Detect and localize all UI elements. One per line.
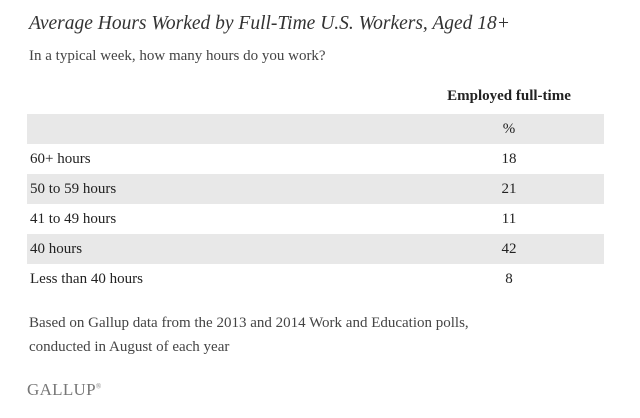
row-value: 42 <box>501 241 517 257</box>
footnote: Based on Gallup data from the 2013 and 2… <box>29 315 469 331</box>
column-header: Employed full-time <box>447 88 571 104</box>
row-value: 8 <box>505 271 513 287</box>
subtitle: In a typical week, how many hours do you… <box>29 48 326 64</box>
row-label: 60+ hours <box>30 151 91 167</box>
table-row: 41 to 49 hours 11 <box>27 204 604 234</box>
row-value: 18 <box>501 151 517 167</box>
table-row: Less than 40 hours 8 <box>27 264 604 294</box>
row-label: Less than 40 hours <box>30 271 143 287</box>
logo-mark: ® <box>95 382 102 391</box>
row-label: 50 to 59 hours <box>30 181 117 197</box>
table-row: 60+ hours 18 <box>27 144 604 174</box>
table-row: 40 hours 42 <box>27 234 604 264</box>
logo-text: GALLUP <box>27 380 96 399</box>
table-row: 50 to 59 hours 21 <box>27 174 604 204</box>
logo: GALLUP® <box>27 380 101 400</box>
row-label: 41 to 49 hours <box>30 211 117 227</box>
row-value: 11 <box>501 211 517 227</box>
unit-row: % <box>27 114 604 144</box>
unit: % <box>502 121 516 137</box>
title: Average Hours Worked by Full-Time U.S. W… <box>29 13 510 34</box>
row-value: 21 <box>501 181 517 197</box>
row-label: 40 hours <box>30 241 83 257</box>
footnote: conducted in August of each year <box>29 339 230 355</box>
